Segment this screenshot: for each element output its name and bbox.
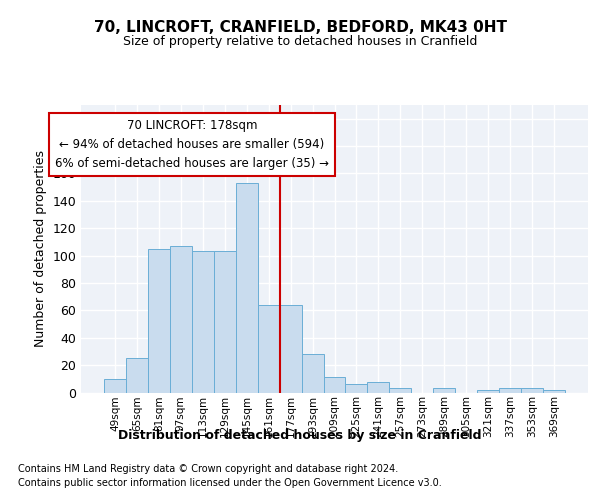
Bar bbox=[433, 388, 455, 392]
Y-axis label: Number of detached properties: Number of detached properties bbox=[34, 150, 47, 348]
Text: 70, LINCROFT, CRANFIELD, BEDFORD, MK43 0HT: 70, LINCROFT, CRANFIELD, BEDFORD, MK43 0… bbox=[94, 20, 506, 35]
Bar bbox=[521, 388, 543, 392]
Bar bbox=[126, 358, 148, 392]
Text: Contains HM Land Registry data © Crown copyright and database right 2024.: Contains HM Land Registry data © Crown c… bbox=[18, 464, 398, 474]
Bar bbox=[170, 246, 192, 392]
Text: Size of property relative to detached houses in Cranfield: Size of property relative to detached ho… bbox=[123, 35, 477, 48]
Bar bbox=[389, 388, 412, 392]
Text: Contains public sector information licensed under the Open Government Licence v3: Contains public sector information licen… bbox=[18, 478, 442, 488]
Bar bbox=[104, 379, 126, 392]
Bar bbox=[367, 382, 389, 392]
Bar bbox=[477, 390, 499, 392]
Bar bbox=[148, 249, 170, 392]
Bar bbox=[346, 384, 367, 392]
Bar bbox=[302, 354, 323, 393]
Bar bbox=[214, 252, 236, 392]
Bar bbox=[543, 390, 565, 392]
Text: Distribution of detached houses by size in Cranfield: Distribution of detached houses by size … bbox=[118, 428, 482, 442]
Bar bbox=[499, 388, 521, 392]
Bar bbox=[257, 305, 280, 392]
Bar bbox=[280, 305, 302, 392]
Bar bbox=[192, 252, 214, 392]
Text: 70 LINCROFT: 178sqm
← 94% of detached houses are smaller (594)
6% of semi-detach: 70 LINCROFT: 178sqm ← 94% of detached ho… bbox=[55, 118, 329, 170]
Bar bbox=[323, 378, 346, 392]
Bar bbox=[236, 183, 257, 392]
